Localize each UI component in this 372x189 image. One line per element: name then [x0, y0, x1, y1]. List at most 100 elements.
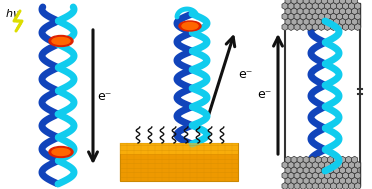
Polygon shape [336, 161, 343, 169]
Polygon shape [288, 172, 294, 179]
Polygon shape [303, 8, 309, 15]
Polygon shape [327, 156, 333, 163]
Polygon shape [318, 23, 324, 30]
Polygon shape [333, 18, 340, 25]
Polygon shape [282, 13, 288, 20]
Polygon shape [327, 177, 333, 184]
Polygon shape [309, 167, 315, 174]
Polygon shape [349, 2, 355, 9]
Polygon shape [330, 13, 336, 20]
Polygon shape [340, 8, 346, 15]
Polygon shape [327, 8, 333, 15]
Ellipse shape [49, 146, 73, 157]
Polygon shape [312, 161, 318, 169]
Polygon shape [315, 167, 321, 174]
Polygon shape [282, 23, 288, 30]
Polygon shape [315, 18, 321, 25]
Polygon shape [321, 156, 327, 163]
Polygon shape [352, 156, 357, 163]
Polygon shape [294, 161, 300, 169]
Polygon shape [327, 18, 333, 25]
Bar [285, 162, 360, 186]
Polygon shape [318, 2, 324, 9]
Polygon shape [297, 156, 303, 163]
Polygon shape [340, 167, 346, 174]
Polygon shape [309, 18, 315, 25]
Ellipse shape [49, 36, 73, 46]
Polygon shape [288, 161, 294, 169]
Polygon shape [300, 172, 306, 179]
Polygon shape [355, 183, 361, 189]
Polygon shape [318, 183, 324, 189]
Bar [285, 3, 360, 27]
Polygon shape [333, 8, 340, 15]
Ellipse shape [52, 37, 70, 44]
Polygon shape [346, 18, 352, 25]
Bar [120, 143, 238, 154]
Polygon shape [324, 13, 330, 20]
Polygon shape [291, 8, 297, 15]
Polygon shape [321, 8, 327, 15]
Polygon shape [352, 0, 357, 4]
Polygon shape [324, 172, 330, 179]
Polygon shape [306, 161, 312, 169]
Polygon shape [282, 172, 288, 179]
Polygon shape [303, 156, 309, 163]
Polygon shape [300, 23, 306, 30]
Polygon shape [306, 172, 312, 179]
Polygon shape [318, 161, 324, 169]
Text: e⁻: e⁻ [97, 91, 111, 104]
Polygon shape [285, 0, 291, 4]
Polygon shape [352, 167, 357, 174]
Polygon shape [343, 161, 349, 169]
Polygon shape [294, 23, 300, 30]
Polygon shape [297, 177, 303, 184]
Polygon shape [291, 156, 297, 163]
Polygon shape [349, 172, 355, 179]
Polygon shape [297, 8, 303, 15]
Polygon shape [315, 177, 321, 184]
Text: e⁻: e⁻ [258, 88, 272, 101]
Polygon shape [288, 2, 294, 9]
Polygon shape [288, 23, 294, 30]
Polygon shape [327, 167, 333, 174]
Polygon shape [306, 23, 312, 30]
Polygon shape [333, 156, 340, 163]
Polygon shape [330, 161, 336, 169]
Polygon shape [324, 161, 330, 169]
Polygon shape [315, 8, 321, 15]
Polygon shape [294, 172, 300, 179]
Polygon shape [309, 156, 315, 163]
Polygon shape [324, 2, 330, 9]
Polygon shape [288, 183, 294, 189]
Polygon shape [324, 23, 330, 30]
Polygon shape [303, 18, 309, 25]
Text: $h\nu$: $h\nu$ [5, 7, 20, 19]
Polygon shape [309, 8, 315, 15]
Polygon shape [282, 161, 288, 169]
Polygon shape [352, 177, 357, 184]
Polygon shape [336, 172, 343, 179]
Bar [120, 143, 238, 181]
Polygon shape [352, 18, 357, 25]
Polygon shape [303, 167, 309, 174]
Polygon shape [352, 8, 357, 15]
Polygon shape [300, 2, 306, 9]
Polygon shape [321, 167, 327, 174]
Polygon shape [346, 177, 352, 184]
Polygon shape [343, 172, 349, 179]
Polygon shape [330, 183, 336, 189]
Ellipse shape [52, 149, 70, 156]
Polygon shape [355, 161, 361, 169]
Polygon shape [340, 0, 346, 4]
Polygon shape [321, 18, 327, 25]
Polygon shape [330, 2, 336, 9]
Polygon shape [288, 13, 294, 20]
Polygon shape [282, 2, 288, 9]
Polygon shape [312, 2, 318, 9]
Polygon shape [282, 183, 288, 189]
Polygon shape [318, 13, 324, 20]
Polygon shape [343, 23, 349, 30]
Polygon shape [355, 23, 361, 30]
Polygon shape [294, 183, 300, 189]
